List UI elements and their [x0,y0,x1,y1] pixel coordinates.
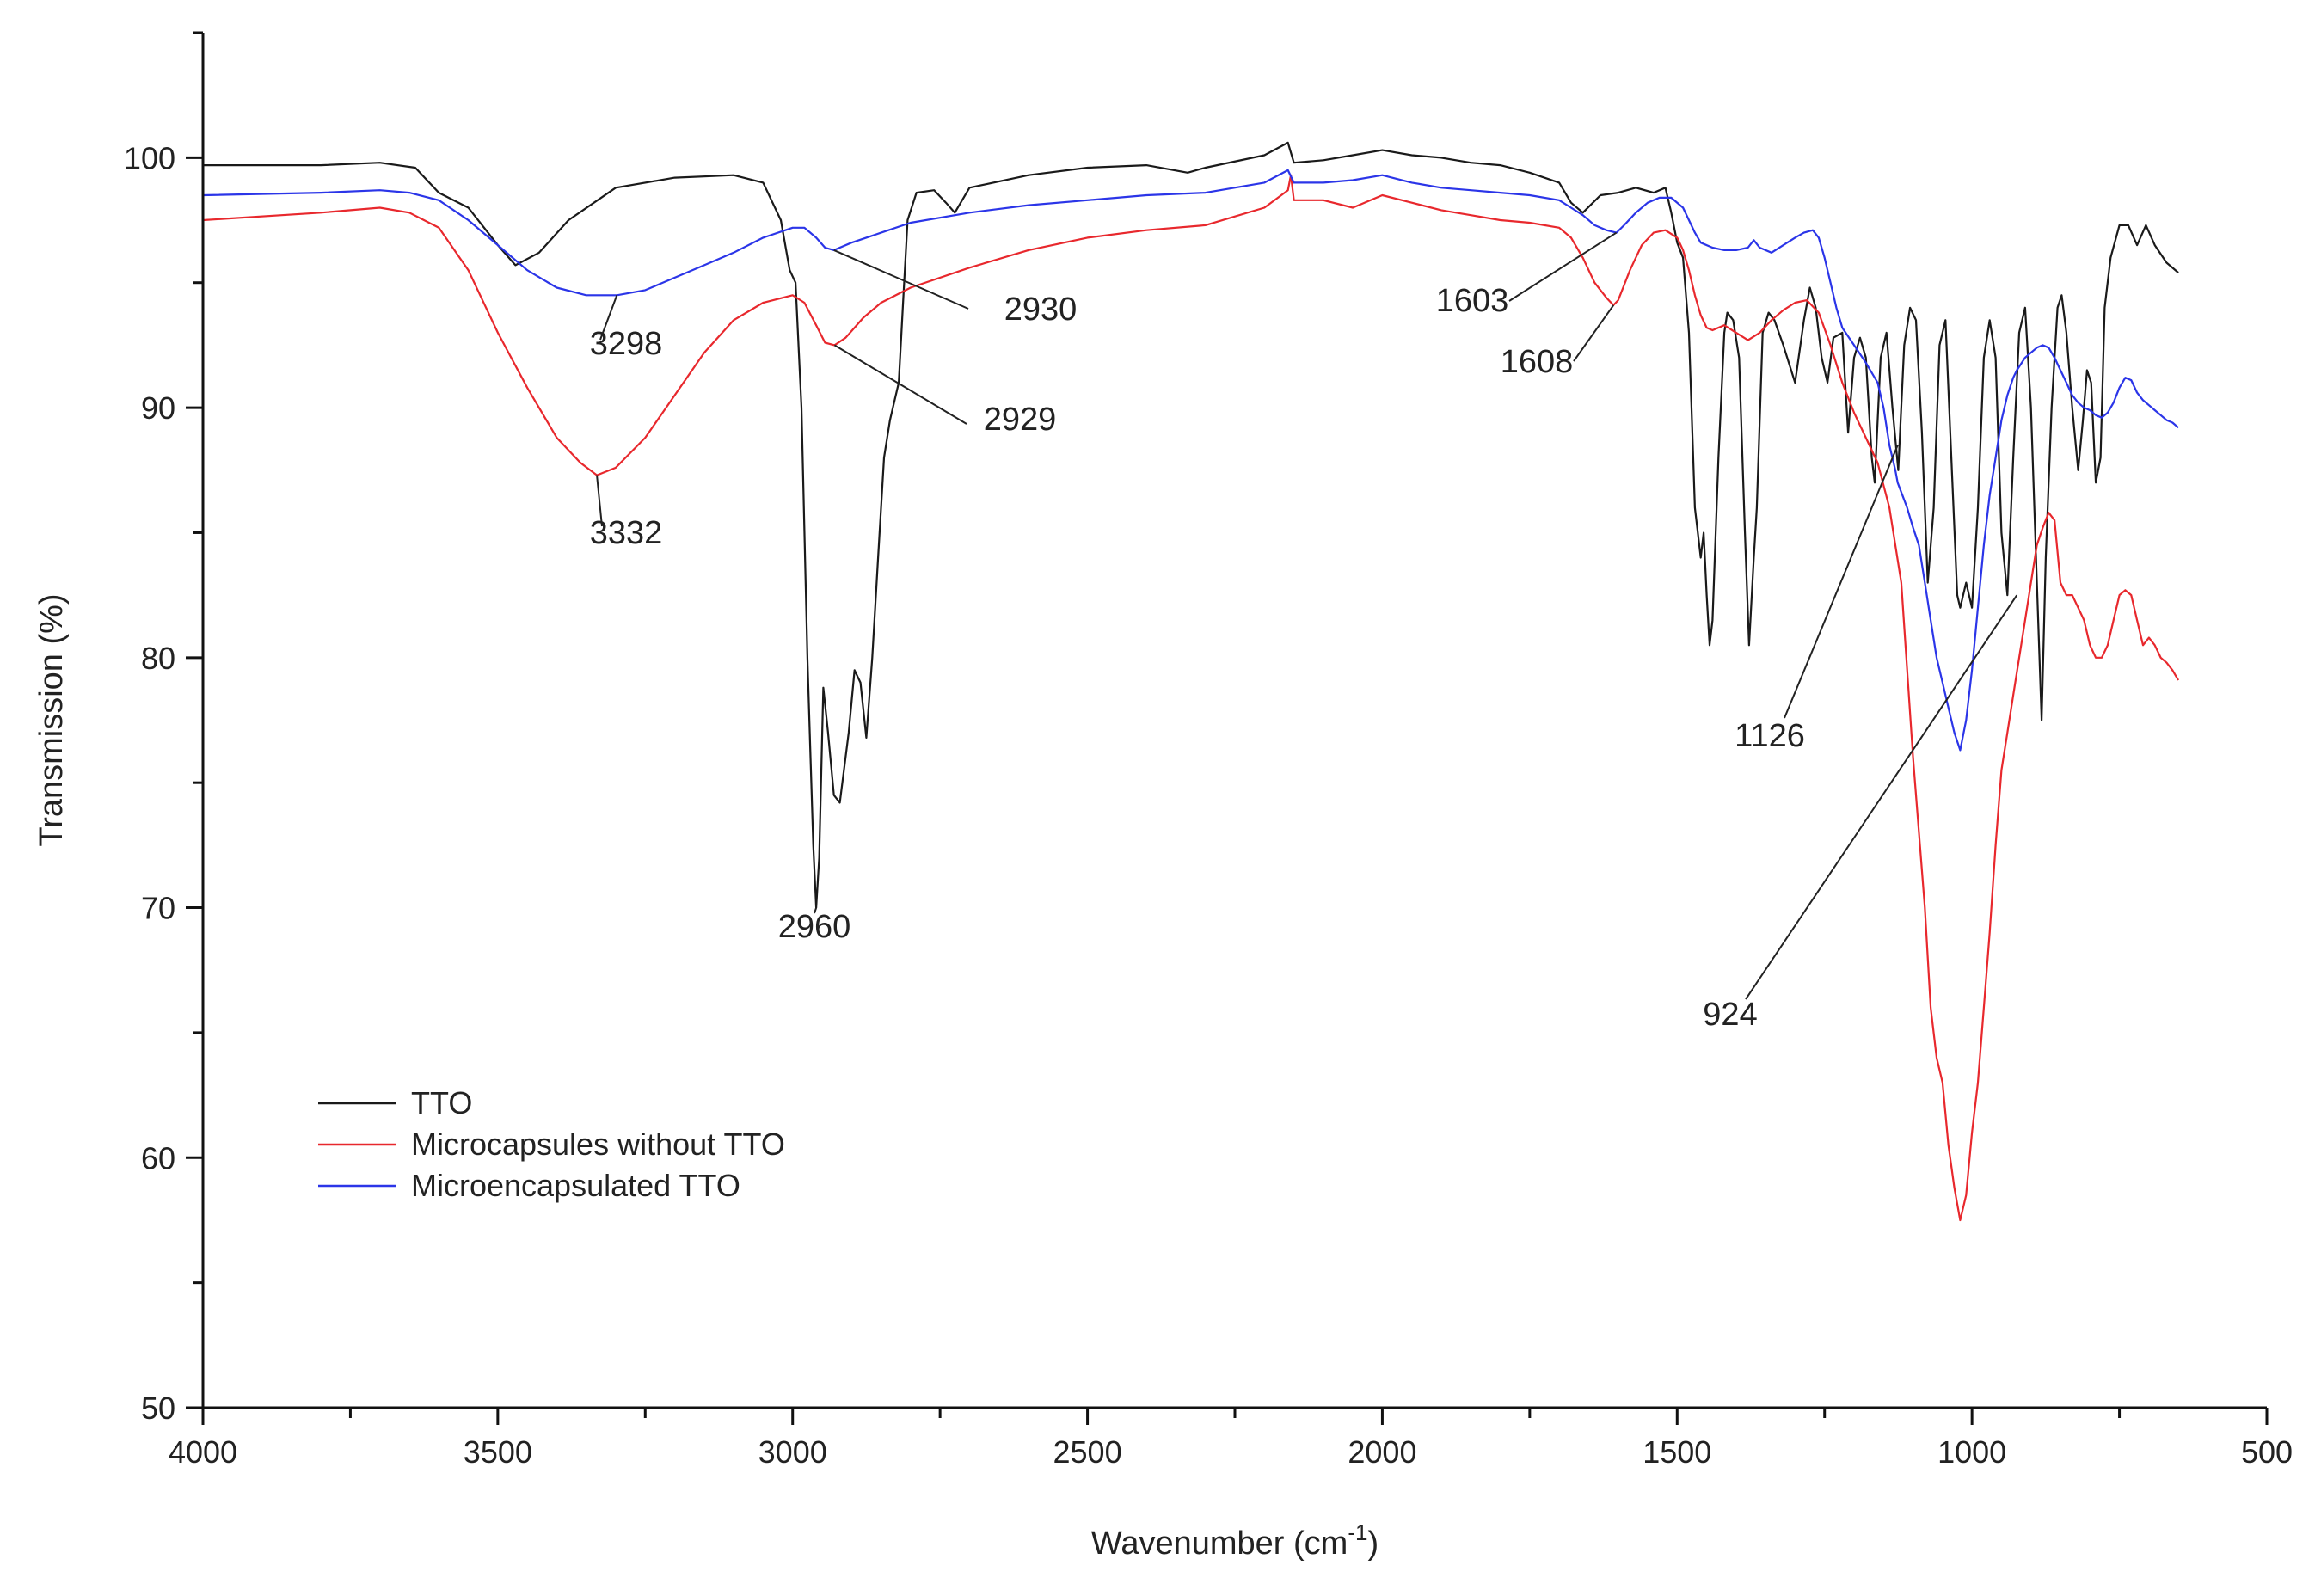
x-tick-label: 3500 [464,1434,532,1470]
annotation-label-2: 2960 [778,909,851,945]
legend-label-1: Microcapsules without TTO [411,1126,785,1162]
x-tick-label: 500 [2241,1434,2293,1470]
annotation-label-7: 1126 [1735,718,1805,754]
legend-label-2: Microencapsulated TTO [411,1168,740,1203]
x-tick-label: 1000 [1937,1434,2006,1470]
y-tick-label: 70 [141,891,175,926]
annotation-leader-7 [1784,445,1899,719]
peak-annotations: 3298 3332 2960 2930 2929 1603 1608 1126 924 [590,231,2018,1033]
series-line-2 [202,169,2179,752]
x-tick-label: 2500 [1053,1434,1122,1470]
annotation-label-8: 924 [1703,997,1757,1033]
x-tick-label: 4000 [169,1434,237,1470]
annotation-leader-8 [1745,594,2018,1000]
legend-label-0: TTO [411,1085,472,1120]
annotation-leader-2 [814,907,818,914]
annotation-label-5: 1603 [1436,283,1509,319]
axes: 50 60 70 80 90 100 4000 3500 3000 2500 2000 1500 100… [34,31,2293,1562]
annotation-label-3: 2930 [1004,292,1078,328]
x-axis-title-end: ) [1367,1525,1379,1562]
y-tick-label: 90 [141,390,175,426]
y-axis-title: Transmission (%) [34,593,70,846]
series-line-1 [202,174,2180,1222]
x-axis-title: Wavenumber (cm-1) [1091,1519,1379,1562]
y-tick-label: 80 [141,641,175,676]
annotation-leader-6 [1573,304,1615,362]
y-tick-label: 100 [124,140,175,175]
plot-area [202,141,2180,1222]
annotation-leader-5 [1508,231,1618,302]
annotation-label-1: 3332 [590,515,663,551]
series-line-0 [203,141,2179,909]
x-axis-title-superscript: -1 [1348,1519,1367,1545]
annotation-leader-1 [596,475,603,527]
annotation-leader-4 [833,344,967,425]
legend: TTO Microcapsules without TTO Microencapsu… [318,1085,785,1203]
y-tick-label: 60 [141,1140,175,1176]
x-tick-label: 3000 [758,1434,827,1470]
annotation-label-0: 3298 [590,326,663,362]
y-tick-label: 50 [141,1390,175,1426]
annotation-label-4: 2929 [984,402,1057,438]
annotation-leader-0 [599,294,618,341]
annotation-label-6: 1608 [1501,344,1574,380]
x-tick-label: 2000 [1348,1434,1416,1470]
annotation-leader-3 [833,249,969,310]
x-tick-label: 1500 [1643,1434,1711,1470]
